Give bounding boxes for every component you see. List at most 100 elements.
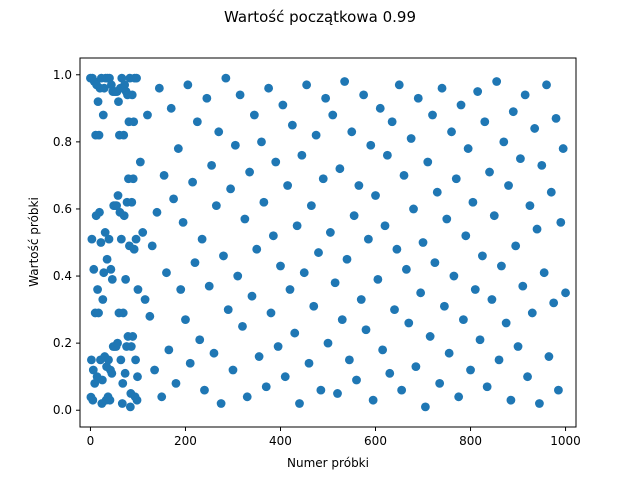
- data-point: [276, 261, 285, 271]
- data-point: [378, 345, 388, 355]
- data-point: [271, 157, 281, 167]
- data-point: [442, 214, 452, 224]
- data-point: [544, 352, 554, 361]
- data-point: [480, 117, 490, 127]
- data-point: [240, 214, 250, 224]
- data-point: [221, 73, 231, 83]
- data-point: [508, 107, 518, 117]
- y-tick-label: 1.0: [53, 68, 72, 82]
- data-point: [107, 368, 117, 378]
- data-point: [100, 228, 110, 237]
- data-point: [492, 77, 502, 86]
- x-tick-label: 400: [269, 434, 292, 448]
- data-point: [290, 328, 300, 338]
- data-point: [337, 315, 347, 325]
- data-point: [96, 238, 106, 247]
- data-point: [119, 130, 129, 140]
- data-point: [539, 268, 549, 278]
- data-point: [430, 258, 440, 268]
- data-point: [380, 221, 390, 231]
- data-point: [297, 150, 307, 160]
- data-point: [304, 358, 314, 368]
- data-point: [259, 197, 269, 207]
- data-point: [195, 335, 205, 345]
- data-point: [190, 258, 200, 268]
- data-point: [482, 382, 492, 392]
- data-point: [309, 301, 319, 311]
- data-point: [318, 174, 328, 184]
- data-point: [295, 399, 304, 408]
- data-point: [93, 97, 103, 107]
- data-point: [147, 241, 157, 251]
- data-point: [347, 127, 357, 137]
- data-point: [226, 184, 236, 194]
- chart-title: Wartość początkowa 0.99: [224, 8, 416, 26]
- data-point: [106, 80, 116, 90]
- data-point: [216, 399, 226, 408]
- data-point: [404, 318, 414, 328]
- data-point: [520, 90, 530, 100]
- data-point: [94, 308, 103, 318]
- data-point: [143, 110, 152, 120]
- data-point: [525, 201, 535, 211]
- data-point: [368, 395, 378, 405]
- data-point: [117, 73, 127, 83]
- data-point: [399, 171, 409, 180]
- data-point: [546, 187, 556, 197]
- data-points: [86, 73, 570, 412]
- data-point: [511, 241, 521, 251]
- data-point: [459, 315, 468, 325]
- data-point: [551, 113, 561, 123]
- y-axis-label: Wartość próbki: [27, 197, 41, 287]
- data-point: [280, 372, 290, 382]
- data-point: [157, 392, 167, 402]
- data-point: [340, 77, 350, 86]
- y-tick-label: 0.2: [53, 336, 72, 350]
- data-point: [230, 140, 240, 150]
- data-point: [233, 271, 243, 281]
- data-point: [554, 385, 563, 395]
- data-point: [88, 365, 98, 375]
- data-point: [287, 120, 297, 130]
- data-point: [104, 355, 113, 365]
- data-point: [242, 392, 252, 402]
- data-point: [87, 355, 96, 365]
- data-point: [228, 365, 238, 375]
- data-point: [501, 318, 511, 328]
- data-point: [416, 288, 426, 298]
- data-point: [116, 355, 126, 365]
- data-point: [558, 144, 568, 153]
- data-point: [475, 335, 485, 345]
- data-point: [292, 221, 302, 231]
- data-point: [549, 298, 559, 308]
- data-point: [473, 87, 483, 96]
- data-point: [114, 97, 123, 107]
- data-point: [245, 167, 255, 177]
- y-tick-label: 0.0: [53, 403, 72, 417]
- data-point: [397, 385, 407, 395]
- data-point: [145, 311, 155, 321]
- data-point: [164, 345, 174, 355]
- data-point: [420, 402, 430, 412]
- data-point: [254, 352, 264, 361]
- x-tick-label: 0: [87, 434, 95, 448]
- data-point: [478, 251, 487, 261]
- y-axis-ticks: 0.0 0.2 0.4 0.6 0.8 1.0: [53, 68, 80, 417]
- data-point: [306, 201, 316, 211]
- data-point: [283, 181, 293, 190]
- data-point: [99, 268, 109, 278]
- data-point: [530, 124, 540, 133]
- data-point: [470, 285, 480, 294]
- data-point: [454, 392, 464, 402]
- data-point: [268, 231, 278, 241]
- data-point: [235, 90, 245, 100]
- plot-frame: [79, 57, 577, 428]
- x-tick-label: 600: [364, 434, 387, 448]
- data-point: [118, 308, 128, 318]
- data-point: [132, 73, 141, 83]
- data-point: [542, 80, 551, 90]
- data-point: [120, 80, 130, 90]
- data-point: [93, 285, 102, 294]
- data-point: [361, 325, 371, 335]
- data-point: [116, 234, 126, 244]
